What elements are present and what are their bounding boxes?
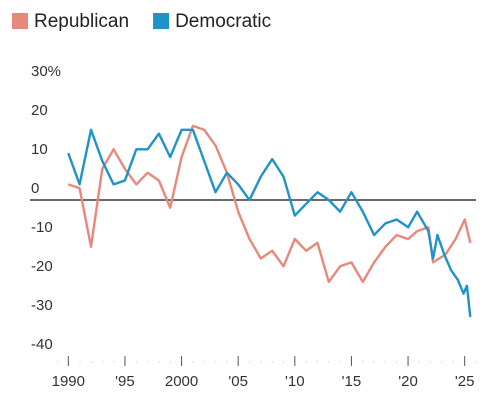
x-tick-label: '20: [398, 373, 418, 390]
x-tick-label: '25: [455, 373, 475, 390]
series-line: [67, 128, 472, 318]
series-line: [67, 124, 472, 284]
x-tick-label: 1990: [52, 373, 85, 390]
y-tick-label: -10: [31, 219, 53, 236]
legend-swatch: [153, 13, 170, 29]
legend-label: Republican: [34, 11, 129, 32]
x-tick-label: '05: [228, 373, 248, 390]
x-tick-label: '15: [342, 373, 362, 390]
legend-swatch: [12, 13, 28, 29]
y-tick-label: -40: [31, 336, 53, 353]
x-tick-label: '95: [115, 373, 135, 390]
legend-label: Democratic: [175, 11, 271, 32]
x-tick-label: 2000: [165, 373, 198, 390]
y-tick-label: 30%: [31, 63, 61, 80]
x-tick-label: '10: [285, 373, 305, 390]
y-tick-label: -30: [31, 297, 53, 314]
y-tick-label: 20: [31, 102, 48, 119]
y-tick-label: -20: [31, 258, 53, 275]
y-tick-label: 0: [31, 180, 39, 197]
y-tick-label: 10: [31, 141, 48, 158]
